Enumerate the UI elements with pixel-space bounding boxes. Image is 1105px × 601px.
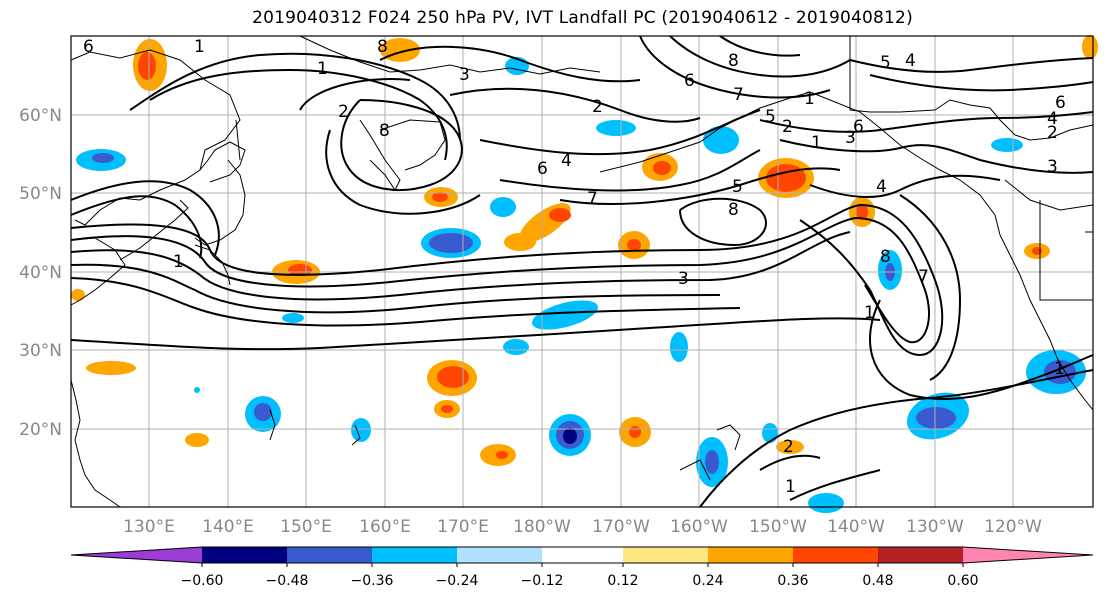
contour-label: 1 xyxy=(194,37,205,57)
contour-label: 4 xyxy=(1047,109,1058,129)
contour-label: 1 xyxy=(811,133,822,153)
colorbar-segment xyxy=(878,547,963,563)
contour-label: 1 xyxy=(785,477,796,497)
contour-label: 8 xyxy=(728,51,739,71)
contour-labels: 6 1 3 8 2 2 6 4 7 8 6 5 3 5 4 6 4 2 3 1 … xyxy=(83,37,1066,497)
lat-label: 50°N xyxy=(19,184,62,204)
contour-label: 5 xyxy=(732,177,743,197)
lon-label: 150°E xyxy=(280,517,332,537)
lon-label: 170°W xyxy=(592,517,650,537)
contour-label: 1 xyxy=(173,252,184,272)
contour-label: 1 xyxy=(317,59,328,79)
contour-label: 1 xyxy=(1054,359,1065,379)
contour-label: 3 xyxy=(845,128,856,148)
colorbar-segment xyxy=(71,547,202,563)
colorbar: −0.60 −0.48 −0.36 −0.24 −0.12 0.12 0.24 … xyxy=(70,546,1094,589)
map-plot-area: 6 1 3 8 2 2 6 4 7 8 6 5 3 5 4 6 4 2 3 1 … xyxy=(70,35,1098,513)
contour-label: 8 xyxy=(377,37,388,57)
colorbar-segment xyxy=(542,547,623,563)
contour-label: 7 xyxy=(587,189,598,209)
colorbar-tick-label: 0.60 xyxy=(947,573,978,589)
contour-label: 6 xyxy=(1055,93,1066,113)
lon-label: 180°W xyxy=(513,517,571,537)
chart-title: 2019040312 F024 250 hPa PV, IVT Landfall… xyxy=(252,8,913,28)
colorbar-segment xyxy=(287,547,372,563)
contour-label: 2 xyxy=(592,97,603,117)
colorbar-tick-label: 0.48 xyxy=(862,573,893,589)
contour-label: 8 xyxy=(880,247,891,267)
contour-label: 6 xyxy=(853,117,864,137)
contour-label: 3 xyxy=(1047,157,1058,177)
contour-label: 5 xyxy=(765,107,776,127)
colorbar-segment xyxy=(202,547,287,563)
contour-label: 8 xyxy=(379,121,390,141)
colorbar-segment xyxy=(623,547,708,563)
lon-label: 140°E xyxy=(202,517,254,537)
lon-label: 160°E xyxy=(359,517,411,537)
lat-label: 40°N xyxy=(19,263,62,283)
contour-label: 2 xyxy=(1047,123,1058,143)
colorbar-ticks xyxy=(201,563,964,567)
contour-label: 3 xyxy=(678,269,689,289)
contour-label: 4 xyxy=(561,151,572,171)
colorbar-tick-label: −0.12 xyxy=(521,573,564,589)
contour-label: 2 xyxy=(782,117,793,137)
lon-label: 150°W xyxy=(749,517,807,537)
contour-label: 1 xyxy=(804,89,815,109)
colorbar-segment xyxy=(963,547,1093,563)
contour-label: 6 xyxy=(83,37,94,57)
lon-label: 130°W xyxy=(906,517,964,537)
colorbar-tick-label: −0.36 xyxy=(351,573,394,589)
colorbar-segment xyxy=(372,547,457,563)
longitude-labels: 130°E 140°E 150°E 160°E 170°E 180°W 170°… xyxy=(123,517,1042,537)
lat-label: 20°N xyxy=(19,420,62,440)
lon-label: 130°E xyxy=(123,517,175,537)
contour-label: 1 xyxy=(864,303,875,323)
colorbar-segments xyxy=(70,546,1094,564)
lat-label: 60°N xyxy=(19,106,62,126)
contour-label: 7 xyxy=(918,267,929,287)
contour-label: 3 xyxy=(459,65,470,85)
negative-anomaly xyxy=(76,57,1086,513)
colorbar-segment xyxy=(457,547,542,563)
contour-label: 4 xyxy=(876,177,887,197)
colorbar-tick-label: 0.24 xyxy=(692,573,723,589)
lon-label: 120°W xyxy=(984,517,1042,537)
lon-label: 140°W xyxy=(827,517,885,537)
contour-label: 2 xyxy=(783,437,794,457)
lon-label: 160°W xyxy=(670,517,728,537)
colorbar-tick-label: −0.60 xyxy=(181,573,224,589)
lat-label: 30°N xyxy=(19,341,62,361)
colorbar-labels: −0.60 −0.48 −0.36 −0.24 −0.12 0.12 0.24 … xyxy=(181,573,979,589)
ivt-contours xyxy=(70,35,1094,508)
map-frame xyxy=(70,35,1094,508)
colorbar-tick-label: −0.24 xyxy=(436,573,479,589)
latitude-labels: 60°N 50°N 40°N 30°N 20°N xyxy=(19,106,62,440)
colorbar-tick-label: −0.48 xyxy=(266,573,309,589)
colorbar-segment xyxy=(793,547,878,563)
contour-label: 8 xyxy=(728,200,739,220)
contour-label: 6 xyxy=(684,71,695,91)
contour-label: 7 xyxy=(733,85,744,105)
contour-label: 2 xyxy=(338,102,349,122)
contour-label: 5 xyxy=(880,53,891,73)
colorbar-tick-label: 0.36 xyxy=(777,573,808,589)
lon-label: 170°E xyxy=(437,517,489,537)
contour-label: 6 xyxy=(537,159,548,179)
colorbar-segment xyxy=(708,547,793,563)
contour-label: 4 xyxy=(905,51,916,71)
colorbar-tick-label: 0.12 xyxy=(607,573,638,589)
